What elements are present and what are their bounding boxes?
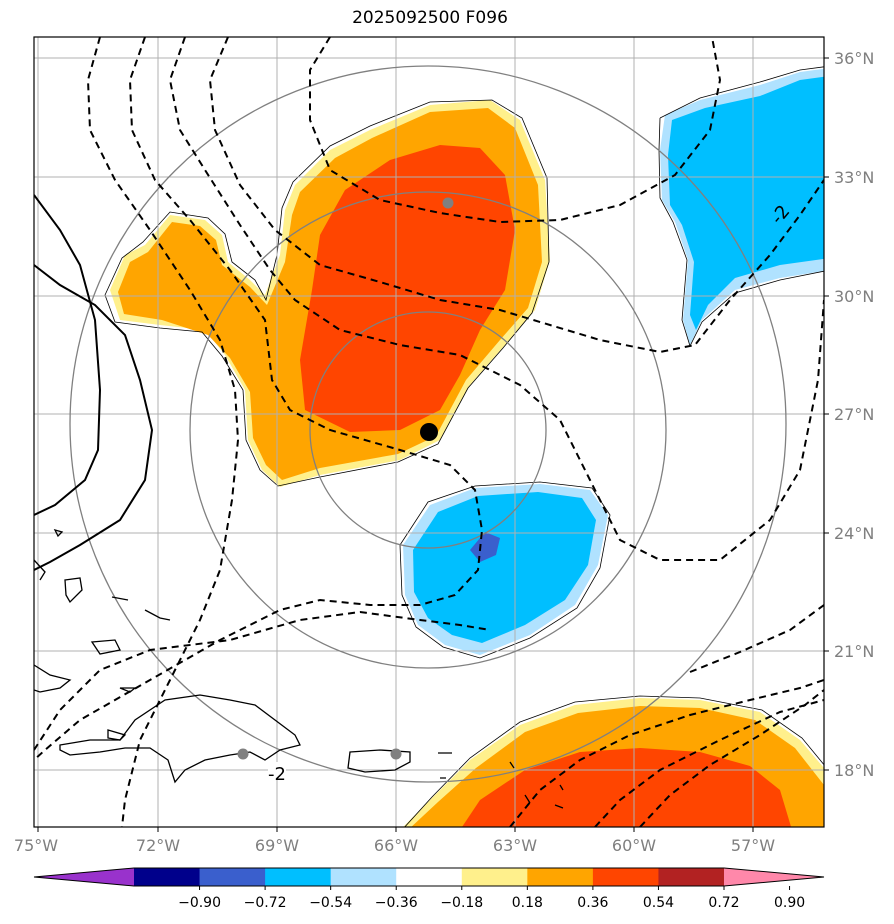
colorbar-tick-label: 0.36 [577,895,608,911]
lon-tick-label: 57°W [731,836,775,855]
colorbar-tick-label: −0.54 [309,895,352,911]
colorbar-segment [658,868,725,886]
colorbar-segment [592,868,659,886]
lat-tick-label: 24°N [834,524,874,543]
contour-label: -2 [268,764,286,785]
colorbar-segment [527,868,594,886]
map-area: -2 -2 [34,37,824,827]
positive-anomaly-south [403,698,824,827]
longitude-labels: 75°W 72°W 69°W 66°W 63°W 60°W 57°W [14,836,775,855]
colorbar-extend-high [724,868,824,886]
lat-tick-label: 36°N [834,49,874,68]
lon-tick-label: 66°W [374,836,418,855]
lat-tick-label: 21°N [834,642,874,661]
colorbar-segment [265,868,332,886]
colorbar-segment [134,868,201,886]
coastlines [34,528,564,809]
colorbar-segment [199,868,266,886]
lon-tick-label: 60°W [612,836,656,855]
range-rings [69,65,787,783]
colorbar-segment [396,868,463,886]
colorbar-tick-label: −0.18 [440,895,483,911]
colorbar-tick-label: −0.36 [375,895,418,911]
lon-tick-label: 63°W [493,836,537,855]
colorbar-tick-label: 0.54 [643,895,674,911]
contour-label-bg [268,762,286,780]
colorbar-tick-label: 0.18 [512,895,543,911]
shading-outline-contours [104,66,824,827]
lon-tick-label: 69°W [255,836,299,855]
colorbar: −0.90 −0.72 −0.54 −0.36 −0.18 0.18 0.36 0.54 0.7… [33,867,825,911]
colorbar-extend-low [34,868,134,886]
track-point-marker [390,748,402,760]
latitude-labels: 36°N 33°N 30°N 27°N 24°N 21°N 18°N [834,49,874,780]
solid-contours [34,194,154,571]
negative-anomaly-central [403,484,608,655]
colorbar-tick-label: 0.90 [774,895,805,911]
colorbar-tick-label: −0.72 [244,895,287,911]
track-point-marker [442,197,454,209]
map-frame [33,36,825,828]
lat-tick-label: 18°N [834,761,874,780]
lat-tick-label: 27°N [834,405,874,424]
lat-tick-label: 30°N [834,287,874,306]
track-point-marker [237,748,249,760]
colorbar-tick-label: −0.90 [178,895,221,911]
lon-tick-label: 72°W [136,836,180,855]
colorbar-tick-label: 0.72 [708,895,739,911]
positive-anomaly-north [110,100,550,487]
tick-marks [37,57,829,832]
graticule [34,37,824,827]
colorbar-outline [33,867,825,887]
colorbar-segment [461,868,528,886]
plot-title: 2025092500 F096 [352,8,508,28]
lat-tick-label: 33°N [834,168,874,187]
negative-anomaly-northeast [660,68,824,345]
colorbar-segment [330,868,397,886]
lon-tick-label: 75°W [14,836,58,855]
dashed-contours [34,37,824,827]
markers [237,197,454,760]
storm-center-marker [420,423,438,441]
